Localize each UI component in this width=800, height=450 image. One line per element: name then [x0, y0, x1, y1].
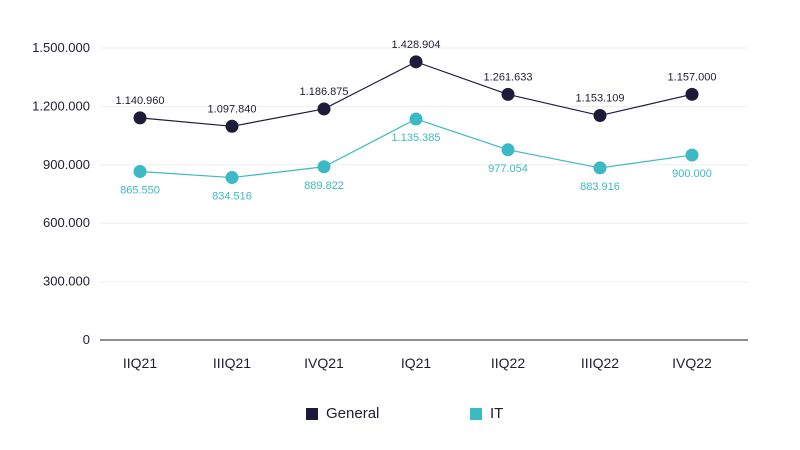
- data-label-it-6: 900.000: [672, 168, 712, 180]
- y-tick-label-5: 1.500.000: [32, 40, 90, 55]
- point-it-0: [133, 165, 147, 179]
- data-label-general-5: 1.153.109: [576, 93, 625, 105]
- x-tick-label-4: IIQ22: [491, 355, 525, 371]
- data-label-general-2: 1.186.875: [300, 86, 349, 98]
- point-general-3: [409, 55, 423, 69]
- legend-label-it: IT: [490, 405, 504, 422]
- x-tick-label-6: IVQ22: [672, 355, 712, 371]
- point-general-1: [225, 119, 239, 133]
- x-tick-label-0: IIQ21: [123, 355, 157, 371]
- series-line-it: [139, 118, 693, 179]
- x-tick-label-3: IQ21: [401, 355, 432, 371]
- point-general-0: [133, 111, 147, 125]
- point-it-6: [685, 148, 699, 162]
- data-label-general-1: 1.097.840: [208, 103, 257, 115]
- point-it-3: [409, 112, 423, 126]
- x-tick-label-1: IIIQ21: [213, 355, 251, 371]
- y-tick-label-4: 1.200.000: [32, 98, 90, 113]
- data-label-it-2: 889.822: [304, 180, 344, 192]
- data-label-it-5: 883.916: [580, 181, 620, 193]
- legend-item-general: General: [306, 405, 379, 422]
- data-label-it-1: 834.516: [212, 191, 252, 203]
- y-tick-label-2: 600.000: [43, 215, 90, 230]
- y-tick-label-1: 300.000: [43, 274, 90, 289]
- point-it-5: [593, 161, 607, 175]
- point-it-4: [501, 143, 515, 157]
- data-label-general-6: 1.157.000: [668, 71, 717, 83]
- legend-item-it: IT: [470, 405, 503, 422]
- point-general-2: [317, 102, 331, 116]
- x-tick-label-2: IVQ21: [304, 355, 344, 371]
- data-label-general-0: 1.140.960: [116, 95, 165, 107]
- legend-swatch-general: [306, 407, 318, 420]
- legend: General IT: [0, 405, 800, 429]
- data-label-it-4: 977.054: [488, 163, 528, 175]
- point-general-4: [501, 87, 515, 101]
- y-tick-label-3: 900.000: [43, 157, 90, 172]
- data-label-general-4: 1.261.633: [484, 71, 533, 83]
- data-label-general-3: 1.428.904: [392, 39, 441, 51]
- point-general-6: [685, 87, 699, 101]
- y-tick-label-0: 0: [83, 332, 90, 347]
- data-label-it-3: 1.135.385: [392, 132, 441, 144]
- legend-label-general: General: [326, 405, 380, 422]
- x-tick-label-5: IIIQ22: [581, 355, 619, 371]
- data-label-it-0: 865.550: [120, 185, 160, 197]
- legend-swatch-it: [470, 407, 482, 420]
- point-general-5: [593, 109, 607, 123]
- point-it-1: [225, 171, 239, 185]
- point-it-2: [317, 160, 331, 174]
